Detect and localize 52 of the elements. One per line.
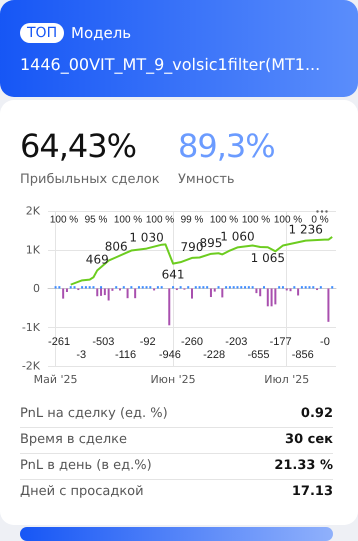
annotation: -3: [76, 349, 86, 361]
data-label: 641: [162, 268, 185, 282]
annotation: -261: [48, 336, 70, 348]
annotation: -116: [114, 349, 136, 361]
x-tick-label: Июл '25: [264, 373, 310, 386]
chart-title: 1446_00VIT_MT_9_volsic1filter(MT1...: [20, 55, 320, 74]
y-tick-label: 0: [33, 282, 40, 295]
data-label: 806: [104, 239, 128, 254]
annotation: -503: [92, 336, 114, 348]
annotation: 100 %: [114, 214, 142, 226]
y-tick-label: 1K: [26, 243, 41, 256]
annotation: -203: [225, 336, 248, 348]
text: 30 сек: [285, 431, 333, 449]
annotation: 95 %: [84, 214, 108, 226]
x-tick-label: Июн '25: [150, 373, 196, 386]
data-label: 1 065: [250, 251, 285, 266]
annotation: -177: [270, 336, 292, 348]
text: Время в сделке: [20, 431, 128, 449]
annotation: -0: [320, 336, 330, 348]
annotation: 100 %: [242, 214, 270, 226]
data-label: 1 030: [129, 230, 164, 245]
annotation: 100 %: [274, 214, 302, 226]
annotation: -92: [140, 336, 156, 348]
y-tick-label: -2K: [22, 360, 41, 372]
text: Умность: [178, 172, 235, 187]
annotation: -655: [247, 349, 270, 361]
annotation: 100 %: [50, 214, 78, 226]
text: 64,43%: [20, 127, 136, 165]
y-tick-label: -1K: [22, 320, 41, 334]
y-tick-label: 2K: [26, 204, 41, 218]
data-label: 469: [86, 252, 109, 266]
text: Прибыльных сделок: [20, 172, 160, 187]
x-tick-label: Май '25: [34, 373, 78, 386]
annotation: -260: [180, 336, 204, 348]
text: ТОП: [20, 23, 64, 43]
data-label: 1 060: [220, 229, 255, 244]
data-label: 1 236: [288, 222, 323, 237]
annotation: 100 %: [210, 214, 238, 226]
text: 21.33 %: [274, 457, 333, 475]
annotation: -946: [158, 349, 181, 361]
annotation: -856: [292, 349, 314, 361]
annotation: -228: [203, 349, 226, 361]
text: 17.13: [292, 483, 333, 501]
chart-subtitle: Модель: [71, 24, 132, 42]
text: 89,3%: [178, 127, 275, 165]
text: PnL на сделку (ед. %): [20, 405, 168, 423]
text: PnL в день (в ед.%): [20, 457, 152, 475]
annotation: 100 %: [146, 214, 174, 226]
annotation: 99 %: [180, 214, 204, 226]
text: Дней с просадкой: [20, 483, 144, 501]
annotation: 0 %: [311, 214, 329, 226]
text: 0.92: [300, 405, 333, 423]
